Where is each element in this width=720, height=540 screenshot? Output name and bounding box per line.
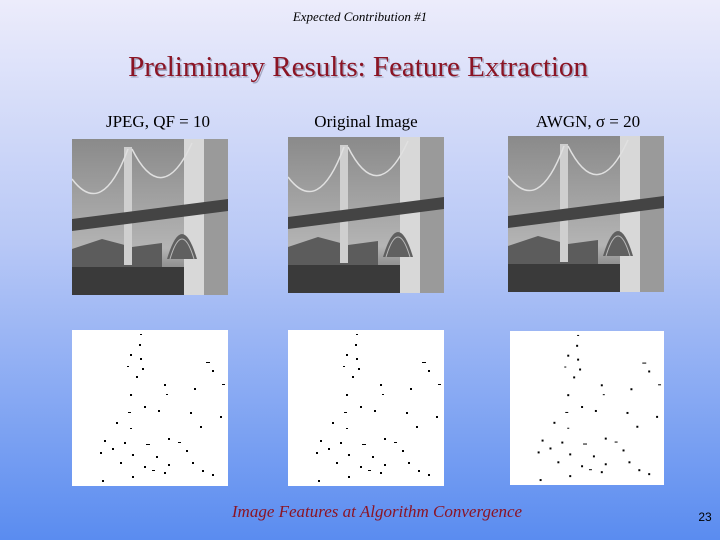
panel-label: JPEG, QF = 10 (106, 112, 210, 131)
kicker: Expected Contribution #1 (292, 9, 427, 24)
title: Preliminary Results: Feature Extraction (128, 51, 588, 83)
title-shadow: Preliminary Results: Feature Extraction (130, 53, 590, 85)
feature-plot (510, 331, 664, 485)
page-number: 23 (698, 510, 712, 524)
caption: Image Features at Algorithm Convergence (231, 502, 523, 521)
feature-plot (72, 330, 228, 486)
panel-label: AWGN, σ = 20 (536, 112, 640, 131)
jpeg-image (72, 139, 228, 295)
feature-plot (288, 330, 444, 486)
original-image (288, 137, 444, 293)
panel-label: Original Image (314, 112, 417, 131)
awgn-image (508, 136, 664, 292)
